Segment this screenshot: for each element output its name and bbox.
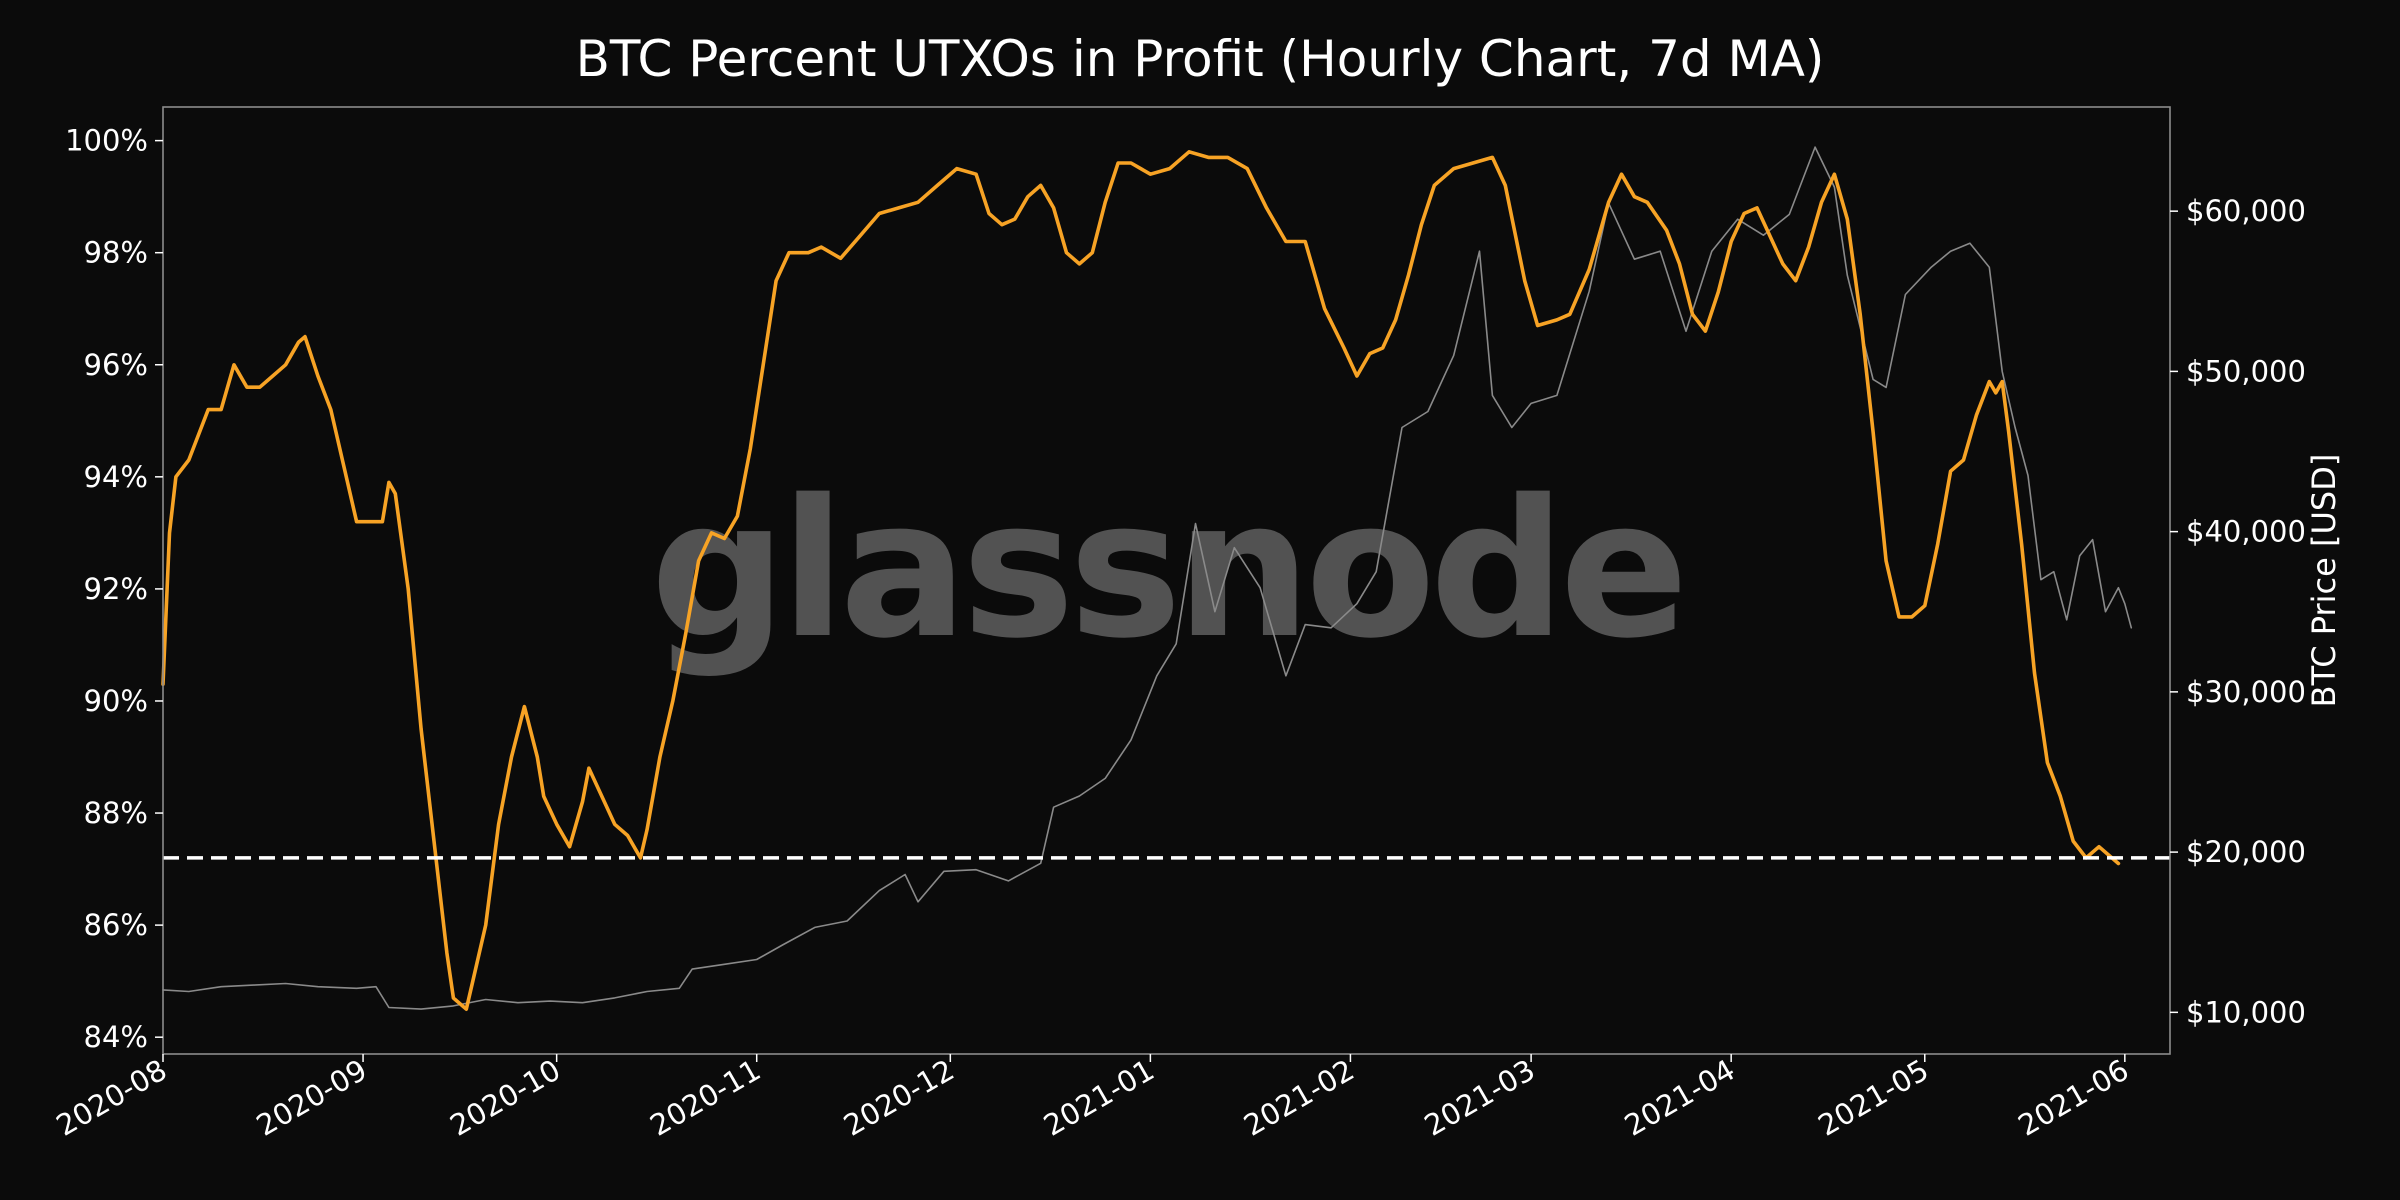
x-tick-label: 2020-12	[838, 1053, 960, 1143]
left-tick-label: 94%	[84, 460, 148, 494]
percent-utxos-in-profit-line	[161, 150, 2121, 1012]
left-tick-label: 88%	[84, 796, 148, 830]
left-tick-label: 90%	[84, 684, 148, 718]
left-tick-label: 100%	[65, 124, 148, 158]
x-tick-label: 2020-10	[444, 1053, 566, 1143]
left-tick-label: 98%	[84, 236, 148, 270]
right-tick-label: $40,000	[2186, 515, 2306, 549]
chart-title: BTC Percent UTXOs in Profit (Hourly Char…	[575, 30, 1825, 88]
right-tick-label: $50,000	[2186, 354, 2306, 388]
x-tick-label: 2021-02	[1238, 1053, 1360, 1143]
left-tick-label: 92%	[84, 572, 148, 606]
x-tick-label: 2020-09	[251, 1053, 373, 1143]
plot-frame	[162, 106, 2171, 1055]
right-tick-label: $60,000	[2186, 194, 2306, 228]
right-tick-label: $20,000	[2186, 835, 2306, 869]
right-axis-title: BTC Price [USD]	[2305, 454, 2343, 708]
left-tick-label: 84%	[84, 1020, 148, 1054]
x-tick-label: 2021-01	[1038, 1053, 1160, 1143]
x-tick-label: 2021-04	[1619, 1053, 1741, 1143]
x-tick-label: 2020-11	[644, 1053, 766, 1143]
x-tick-label: 2021-03	[1419, 1053, 1541, 1143]
btc-price-line	[162, 146, 2133, 1010]
left-tick-label: 96%	[84, 348, 148, 382]
right-tick-label: $10,000	[2186, 995, 2306, 1029]
watermark-logo: glassnode	[650, 459, 1682, 680]
left-tick-label: 86%	[84, 908, 148, 942]
x-tick-label: 2021-06	[2012, 1053, 2134, 1143]
x-tick-label: 2020-08	[51, 1053, 173, 1143]
right-tick-label: $30,000	[2186, 675, 2306, 709]
x-tick-label: 2021-05	[1812, 1053, 1934, 1143]
